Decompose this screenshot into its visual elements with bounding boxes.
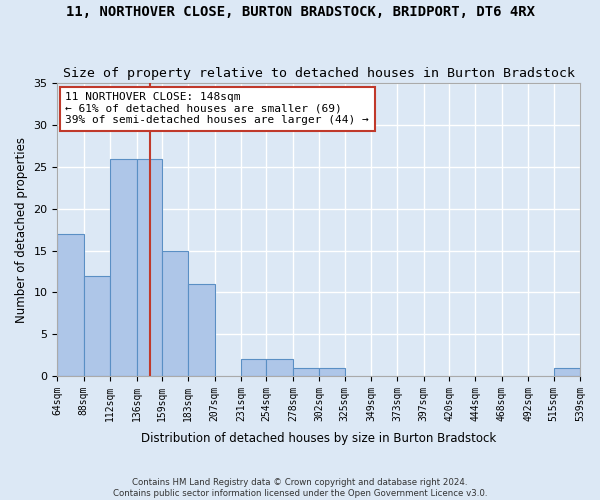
Bar xyxy=(188,284,215,376)
Bar xyxy=(162,250,188,376)
Text: Contains HM Land Registry data © Crown copyright and database right 2024.
Contai: Contains HM Land Registry data © Crown c… xyxy=(113,478,487,498)
Bar xyxy=(554,368,580,376)
Text: 11 NORTHOVER CLOSE: 148sqm
← 61% of detached houses are smaller (69)
39% of semi: 11 NORTHOVER CLOSE: 148sqm ← 61% of deta… xyxy=(65,92,369,126)
Bar xyxy=(137,158,162,376)
Bar xyxy=(241,359,266,376)
Text: 11, NORTHOVER CLOSE, BURTON BRADSTOCK, BRIDPORT, DT6 4RX: 11, NORTHOVER CLOSE, BURTON BRADSTOCK, B… xyxy=(65,5,535,19)
Title: Size of property relative to detached houses in Burton Bradstock: Size of property relative to detached ho… xyxy=(63,66,575,80)
Bar xyxy=(58,234,84,376)
Bar xyxy=(84,276,110,376)
Bar xyxy=(319,368,344,376)
Bar xyxy=(293,368,319,376)
Bar xyxy=(266,359,293,376)
Bar xyxy=(110,158,137,376)
X-axis label: Distribution of detached houses by size in Burton Bradstock: Distribution of detached houses by size … xyxy=(141,432,496,445)
Y-axis label: Number of detached properties: Number of detached properties xyxy=(15,136,28,322)
